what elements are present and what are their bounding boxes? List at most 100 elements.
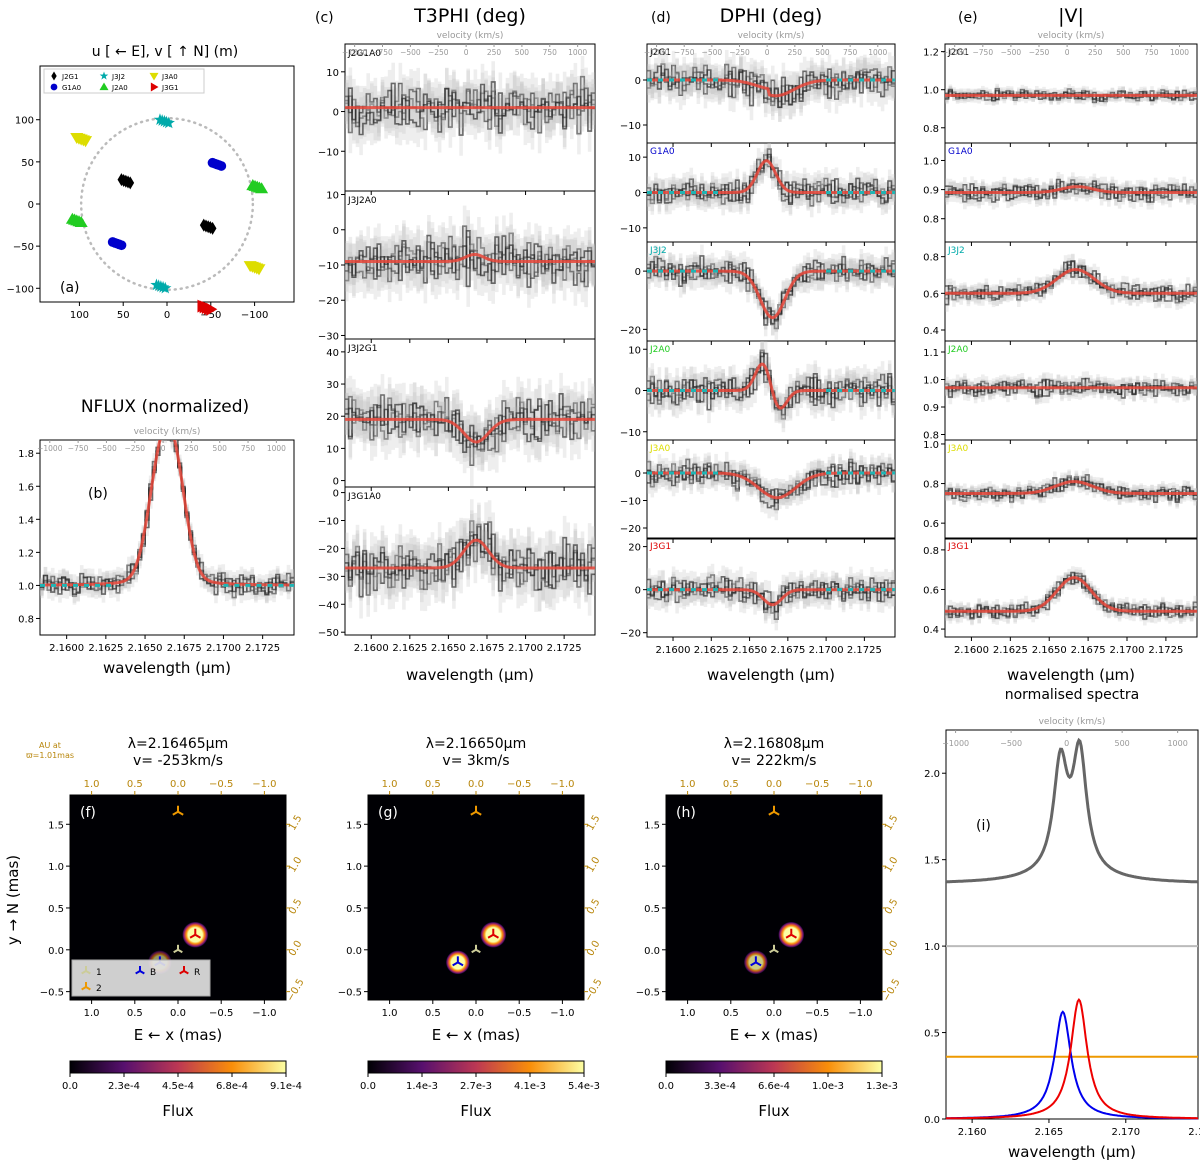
vis-row-ytick-label: 1.0 bbox=[923, 376, 939, 387]
dphi-row-ytick-label: −10 bbox=[620, 121, 641, 132]
vis-row-1-inner bbox=[945, 171, 1197, 210]
dphi-row-ytick-label: −20 bbox=[620, 325, 641, 336]
dphi-veltick-label: 500 bbox=[815, 48, 830, 57]
dphi-row-ytick-label: 0 bbox=[635, 387, 641, 398]
dphi-row-ytick-label: −20 bbox=[620, 629, 641, 640]
nflux-ytick-label: 0.8 bbox=[18, 614, 34, 625]
t3phi-row-ytick-label: −10 bbox=[318, 517, 339, 528]
dphi-row-ytick-label: −20 bbox=[620, 524, 641, 535]
dphi-title: DPHI (deg) bbox=[720, 5, 823, 27]
t3phi-row-3-inner bbox=[345, 499, 595, 619]
dphi-row-ytick-label: 0 bbox=[635, 267, 641, 278]
t3phi-row-2-plot bbox=[345, 372, 595, 487]
dphi-row-ytick-label: −10 bbox=[620, 497, 641, 508]
t3phi-row-2-inner bbox=[345, 372, 595, 487]
dphi-row-3-plot bbox=[647, 341, 895, 433]
dphi-row-label: J2A0 bbox=[649, 345, 671, 355]
nflux-velocity-label: velocity (km/s) bbox=[134, 427, 201, 437]
dphi-row-1-errband bbox=[767, 143, 771, 161]
nflux-errband bbox=[170, 440, 175, 444]
nflux-veltick-label: 500 bbox=[213, 444, 228, 453]
t3phi-row-frame bbox=[344, 486, 596, 636]
vis-row-1-trace bbox=[945, 180, 1197, 203]
vis-row-0-inner bbox=[945, 83, 1197, 108]
t3phi-row-ytick-label: −40 bbox=[318, 600, 339, 611]
uv-point-triangle-right bbox=[206, 302, 218, 316]
uv-legend-box bbox=[43, 68, 205, 94]
dphi-row-5-model-line bbox=[647, 588, 895, 607]
dphi-veltick-label: −1000 bbox=[644, 48, 670, 57]
dphi-xtick-label: 2.1675 bbox=[770, 645, 805, 656]
dphi-row-label: J2G1 bbox=[649, 48, 671, 58]
t3phi-xtick-label: 2.1700 bbox=[508, 643, 543, 654]
dphi-row-0-trace bbox=[647, 66, 895, 106]
dphi-row-3-errband bbox=[760, 341, 764, 367]
uv-ytick-label: 0 bbox=[28, 200, 34, 211]
t3phi-xtick-label: 2.1675 bbox=[469, 643, 504, 654]
t3phi-veltick-label: −750 bbox=[372, 48, 393, 57]
t3phi-veltick-label: 750 bbox=[543, 48, 558, 57]
vis-row-ytick-label: 0.8 bbox=[923, 431, 939, 442]
uv-xtick-label: 50 bbox=[117, 310, 130, 321]
vis-row-ytick-label: 0.8 bbox=[923, 215, 939, 226]
dphi-row-ytick-label: 0 bbox=[635, 469, 641, 480]
dphi-veltick-label: −250 bbox=[729, 48, 750, 57]
nflux-inner bbox=[40, 440, 294, 607]
nflux-errband bbox=[159, 440, 164, 443]
dphi-row-5-inner bbox=[647, 563, 895, 631]
uv-point-star bbox=[99, 71, 109, 80]
dphi-row-ytick-label: 10 bbox=[628, 153, 641, 164]
nflux-ytick-label: 1.4 bbox=[18, 515, 34, 526]
nflux-veltick-label: 750 bbox=[241, 444, 256, 453]
t3phi-veltick-label: −1000 bbox=[342, 48, 368, 57]
dphi-row-3-inner bbox=[647, 341, 895, 433]
uv-point-triangle-down bbox=[252, 264, 266, 276]
dphi-row-label: J3J2 bbox=[649, 246, 667, 256]
dphi-xtick-label: 2.1650 bbox=[732, 645, 767, 656]
vis-row-3-plot bbox=[945, 371, 1197, 406]
dphi-row-2-model-line bbox=[647, 269, 895, 320]
dphi-row-5-plot bbox=[647, 563, 895, 631]
dphi-row-0-inner bbox=[647, 49, 895, 122]
t3phi-row-1-inner bbox=[345, 205, 595, 308]
t3phi-row-ytick-label: −20 bbox=[318, 296, 339, 307]
nflux-veltick-label: −750 bbox=[68, 444, 89, 453]
nflux-veltick-label: −1000 bbox=[37, 444, 63, 453]
dphi-row-frame bbox=[646, 439, 896, 540]
nflux-ytick-label: 1.2 bbox=[18, 548, 34, 559]
nflux-errband bbox=[170, 440, 175, 450]
dphi-veltick-label: 0 bbox=[765, 48, 770, 57]
dphi-row-ytick-label: −10 bbox=[620, 428, 641, 439]
dphi-xtick-label: 2.1725 bbox=[847, 645, 882, 656]
dphi-row-3-model-line bbox=[647, 362, 895, 410]
uv-xtick-label: 0 bbox=[164, 310, 170, 321]
nflux-veltick-label: −250 bbox=[124, 444, 145, 453]
uv-legend-label: G1A0 bbox=[62, 84, 81, 92]
dphi-velocity-label: velocity (km/s) bbox=[738, 31, 805, 41]
uv-legend-label: J2G1 bbox=[61, 73, 78, 81]
uv-point-circle bbox=[50, 83, 58, 91]
uv-point-circle bbox=[116, 240, 127, 251]
vis-row-ytick-label: 0.8 bbox=[923, 253, 939, 264]
t3phi-row-ytick-label: −30 bbox=[318, 572, 339, 583]
nflux-ytick-label: 1.6 bbox=[18, 482, 34, 493]
nflux-xlabel: wavelength (μm) bbox=[103, 659, 231, 677]
dphi-veltick-label: 250 bbox=[788, 48, 803, 57]
nflux-veltick-label: 250 bbox=[184, 444, 199, 453]
nflux-xtick-label: 2.1725 bbox=[245, 643, 280, 654]
vis-row-ytick-label: 1.1 bbox=[923, 348, 939, 359]
t3phi-veltick-label: 1000 bbox=[568, 48, 587, 57]
t3phi-row-ytick-label: 10 bbox=[326, 191, 339, 202]
dphi-row-2-plot bbox=[647, 244, 895, 340]
vis-row-2-model-line bbox=[945, 267, 1197, 295]
uv-point-triangle-up bbox=[74, 215, 88, 228]
t3phi-row-ytick-label: −10 bbox=[318, 261, 339, 272]
uv-xtick-label: −100 bbox=[241, 310, 268, 321]
uv-ytick-label: −50 bbox=[13, 242, 34, 253]
t3phi-row-ytick-label: 30 bbox=[326, 380, 339, 391]
nflux-model-line bbox=[40, 440, 294, 587]
dphi-veltick-label: 1000 bbox=[868, 48, 887, 57]
dphi-row-ytick-label: 0 bbox=[635, 76, 641, 87]
uv-point-circle bbox=[216, 161, 227, 171]
nflux-trace bbox=[40, 440, 294, 596]
